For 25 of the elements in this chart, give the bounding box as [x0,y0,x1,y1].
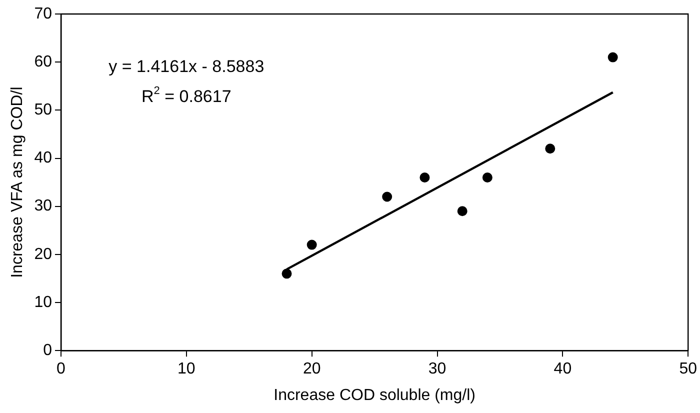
x-tick-label: 30 [428,360,446,378]
point [608,52,618,62]
x-axis-title: Increase COD soluble (mg/l) [274,386,476,404]
point [457,206,468,216]
annotation: y = 1.4161x - 8.5883 [108,57,264,76]
y-tick-label: 0 [43,342,52,360]
point [382,192,392,202]
y-axis-title: Increase VFA as mg COD/l [9,86,26,278]
x-tick-label: 10 [178,360,196,378]
x-tick-label: 40 [554,360,572,378]
point [482,172,492,182]
point [306,240,317,250]
y-tick-label: 70 [34,5,52,22]
point [545,144,556,154]
x-tick-label: 50 [679,360,698,378]
y-tick-label: 20 [34,246,52,263]
point [282,268,292,279]
y-tick-label: 60 [34,53,52,70]
y-tick-label: 50 [34,102,52,119]
point [420,172,430,182]
x-tick-label: 20 [302,360,321,378]
y-tick-label: 30 [34,198,52,215]
y-tick-label: 10 [34,294,52,311]
y-tick-label: 40 [34,150,52,167]
x-tick-label: 0 [56,360,66,378]
